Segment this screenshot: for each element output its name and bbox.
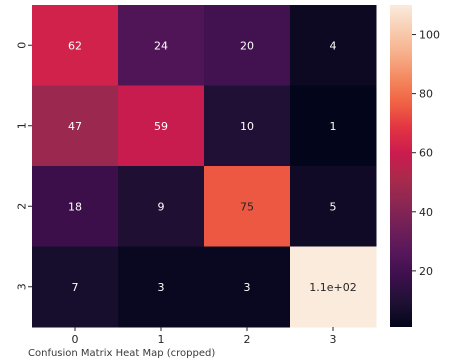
heatmap-cell-0-3 [290,5,377,86]
cell-label-0-1: 24 [154,39,168,52]
colorbar-tick-label-1: 40 [419,206,433,219]
heatmap-cell-2-3 [290,166,377,247]
colorbar-axis: 20 40 60 80 100 [412,29,440,278]
figure-caption: Confusion Matrix Heat Map (cropped) [28,348,216,359]
y-tick-label-1: 1 [16,122,29,129]
heatmap-cells [32,5,377,328]
cell-label-1-0: 47 [68,120,82,133]
heatmap-cell-2-0 [32,166,119,247]
cell-label-0-3: 4 [330,39,337,52]
y-tick-label-3: 3 [16,283,29,290]
cell-label-1-3: 1 [330,120,337,133]
heatmap-cell-2-2 [204,166,291,247]
x-tick-label-2: 2 [244,333,251,346]
x-tick-label-3: 3 [330,333,337,346]
cell-label-0-0: 62 [68,39,82,52]
cell-label-2-1: 9 [158,200,165,213]
heatmap-cell-0-0 [32,5,119,86]
colorbar-tick-label-4: 100 [419,29,440,42]
x-tick-label-1: 1 [158,333,165,346]
heatmap-cell-labels: 62 24 20 4 47 59 10 1 18 9 75 5 7 3 3 1.1e+02 [68,39,357,294]
heatmap-cell-1-0 [32,85,119,167]
heatmap-cell-3-2 [204,246,291,328]
cell-label-3-1: 3 [158,281,165,294]
heatmap-cell-2-1 [118,166,205,247]
cell-label-2-0: 18 [68,200,82,213]
heatmap-cell-0-1 [118,5,205,86]
heatmap-cell-3-1 [118,246,205,328]
y-tick-label-2: 2 [16,203,29,210]
heatmap-cell-3-3 [290,246,377,328]
colorbar-tick-label-0: 20 [419,265,433,278]
x-axis: 0 1 2 3 [72,327,337,346]
cell-label-3-0: 7 [72,281,79,294]
heatmap-cell-0-2 [204,5,291,86]
cell-label-2-3: 5 [330,200,337,213]
cell-label-1-1: 59 [154,120,168,133]
cell-label-0-2: 20 [240,39,254,52]
heatmap-cell-1-1 [118,85,205,167]
cell-label-3-2: 3 [244,281,251,294]
heatmap-cell-1-2 [204,85,291,167]
cell-label-3-3: 1.1e+02 [309,281,356,294]
cell-label-2-2: 75 [240,200,254,213]
cell-label-1-2: 10 [240,120,254,133]
y-axis: 0 1 2 3 [16,42,32,290]
colorbar-tick-label-2: 60 [419,147,433,160]
x-tick-label-0: 0 [72,333,79,346]
heatmap-cell-3-0 [32,246,119,328]
y-tick-label-0: 0 [16,42,29,49]
colorbar [390,5,412,327]
colorbar-tick-label-3: 80 [419,88,433,101]
heatmap-cell-1-3 [290,85,377,167]
